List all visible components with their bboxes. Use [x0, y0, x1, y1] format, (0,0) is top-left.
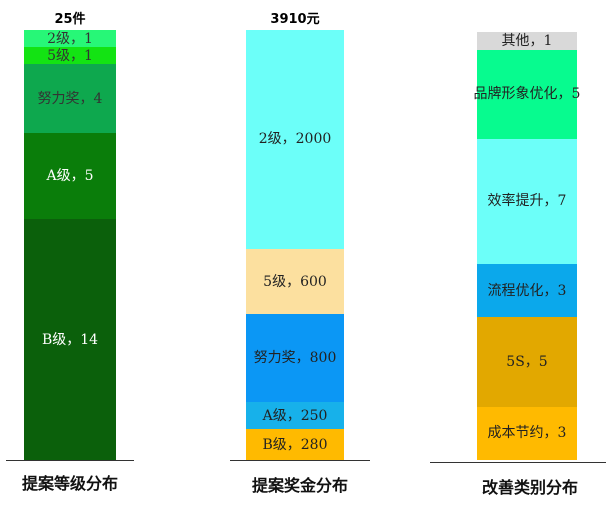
bonus-total-label: 3910元 [270, 12, 320, 27]
bar-segment-0-2: 努力奖，4 [24, 64, 116, 134]
bar-segment-label: 2级，1 [47, 30, 93, 47]
bar-segment-2-3: 效率提升，7 [477, 139, 577, 264]
category-stacked-bar: 成本节约，3 5S，5 流程优化，3 效率提升，7 品牌形象优化，5 其他，1 [474, 32, 580, 460]
bar-segment-1-0: B级，280 [246, 429, 344, 460]
bonus-axis-line [230, 460, 370, 461]
bar-segment-label: B级，14 [41, 331, 99, 348]
bar-segment-label: 成本节约，3 [487, 425, 567, 442]
bonus-panel: 3910元 B级，280 A级，250 努力奖，800 5级，600 2级，2000 提… [200, 0, 400, 510]
bar-segment-label: 流程优化，3 [487, 282, 567, 299]
category-panel: 成本节约，3 5S，5 流程优化，3 效率提升，7 品牌形象优化，5 其他，1 改善类别分… [420, 0, 616, 510]
bar-segment-2-0: 成本节约，3 [477, 406, 577, 460]
bar-segment-label: B级，280 [262, 436, 328, 453]
grade-stacked-bar: B级，14 A级，5 努力奖，4 5级，1 2级，1 [24, 30, 116, 460]
bar-segment-1-1: A级，250 [246, 402, 344, 430]
bar-segment-2-2: 流程优化，3 [477, 263, 577, 318]
bar-segment-label: 效率提升，7 [487, 193, 567, 210]
bar-segment-2-5: 其他，1 [477, 32, 577, 50]
bar-segment-label: A级，250 [262, 407, 328, 424]
bar-segment-0-0: B级，14 [24, 219, 116, 460]
bar-segment-1-2: 努力奖，800 [246, 314, 344, 402]
bar-segment-label: 努力奖，800 [253, 350, 337, 367]
category-axis-line [430, 462, 606, 463]
bar-segment-label: 其他，1 [501, 32, 553, 49]
bar-segment-label: 5级，600 [263, 273, 327, 290]
grade-total-label: 25件 [54, 12, 86, 27]
bar-segment-1-3: 5级，600 [246, 248, 344, 315]
grade-chart-title: 提案等级分布 [21, 474, 118, 493]
bar-segment-label: 2级，2000 [258, 131, 332, 148]
bonus-stacked-bar: B级，280 A级，250 努力奖，800 5级，600 2级，2000 [246, 29, 344, 460]
bar-segment-2-4: 品牌形象优化，5 [474, 49, 580, 139]
bar-segment-0-1: A级，5 [24, 133, 116, 220]
grade-axis-line [6, 460, 134, 461]
bar-segment-label: 努力奖，4 [37, 90, 103, 107]
bonus-chart-title: 提案奖金分布 [251, 476, 348, 495]
bar-segment-0-3: 5级，1 [24, 47, 116, 65]
category-chart-title: 改善类别分布 [481, 478, 578, 497]
bar-segment-label: A级，5 [46, 168, 94, 185]
grade-panel: 25件 B级，14 A级，5 努力奖，4 5级，1 2级，1 提案等级分布 [0, 0, 180, 510]
bar-segment-label: 品牌形象优化，5 [473, 86, 581, 103]
bar-segment-label: 5S，5 [506, 353, 548, 370]
bar-segment-2-1: 5S，5 [477, 317, 577, 407]
bar-segment-0-4: 2级，1 [24, 30, 116, 48]
bar-segment-label: 5级，1 [47, 47, 93, 64]
bar-segment-1-4: 2级，2000 [246, 29, 344, 249]
